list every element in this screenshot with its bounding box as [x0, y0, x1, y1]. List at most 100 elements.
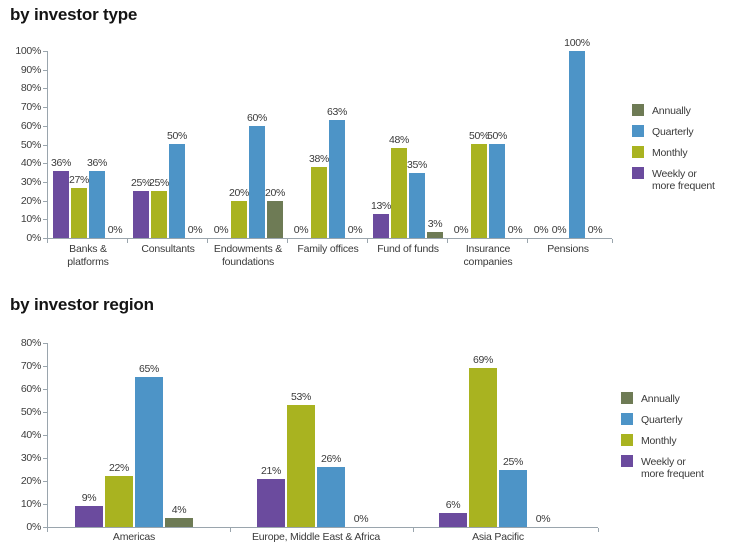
y-axis-tick: [43, 366, 47, 367]
y-tick-label: 30%: [20, 452, 41, 464]
legend-item: Quarterly: [621, 413, 704, 426]
category-label: Americas: [112, 531, 156, 543]
bar-quarterly: [489, 144, 505, 238]
y-axis-tick: [43, 389, 47, 390]
y-tick-label: 80%: [20, 82, 41, 94]
legend-item: Quarterly: [632, 125, 715, 138]
category-label: Pensions: [547, 243, 589, 255]
y-axis-line: [47, 51, 48, 239]
y-axis-tick: [43, 88, 47, 89]
legend-item: Weekly or more frequent: [632, 167, 715, 192]
y-axis-tick: [43, 163, 47, 164]
y-axis-tick: [43, 219, 47, 220]
category-label: Consultants: [141, 243, 195, 255]
bar-value-label: 27%: [68, 174, 90, 186]
y-tick-label: 40%: [20, 429, 41, 441]
bar-value-label: 0%: [587, 224, 603, 236]
bar-value-label: 4%: [171, 504, 187, 516]
category-label: Family offices: [297, 243, 359, 255]
x-axis-tick: [598, 528, 599, 532]
y-tick-label: 90%: [20, 64, 41, 76]
y-tick-label: 70%: [20, 101, 41, 113]
y-tick-label: 60%: [20, 120, 41, 132]
x-axis-tick: [230, 528, 231, 532]
x-axis-tick: [527, 239, 528, 243]
x-axis-tick: [127, 239, 128, 243]
legend-swatch-icon: [632, 104, 644, 116]
y-tick-label: 0%: [26, 521, 41, 533]
bar-value-label: 50%: [468, 130, 490, 142]
y-tick-label: 20%: [20, 195, 41, 207]
bar-annually: [267, 201, 283, 238]
legend-label: Weekly or more frequent: [652, 168, 715, 192]
bar-value-label: 0%: [507, 224, 523, 236]
legend-item: Monthly: [632, 146, 715, 159]
bar-monthly: [287, 405, 315, 527]
legend-label: Monthly: [641, 435, 677, 447]
legend: Annually Quarterly Monthly Weekly or more f…: [632, 104, 715, 192]
bar-value-label: 21%: [260, 465, 282, 477]
bar-value-label: 0%: [453, 224, 469, 236]
y-axis-tick: [43, 126, 47, 127]
legend-swatch-icon: [632, 146, 644, 158]
legend-label: Monthly: [652, 147, 688, 159]
bar-value-label: 0%: [535, 513, 551, 525]
y-tick-label: 100%: [15, 45, 41, 57]
bar-value-label: 0%: [353, 513, 369, 525]
bar-weekly-or-more-frequent: [133, 191, 149, 238]
legend-label: Quarterly: [641, 414, 683, 426]
legend-swatch-icon: [632, 125, 644, 137]
bar-quarterly: [135, 377, 163, 527]
bar-value-label: 26%: [320, 453, 342, 465]
bar-monthly: [71, 188, 87, 238]
bar-weekly-or-more-frequent: [53, 171, 69, 238]
bar-value-label: 0%: [107, 224, 123, 236]
bar-value-label: 36%: [86, 157, 108, 169]
bar-value-label: 60%: [246, 112, 268, 124]
bar-value-label: 0%: [293, 224, 309, 236]
x-axis-line: [47, 527, 598, 528]
bar-value-label: 25%: [148, 177, 170, 189]
bar-weekly-or-more-frequent: [439, 513, 467, 527]
category-label: Fund of funds: [377, 243, 439, 255]
bar-value-label: 0%: [213, 224, 229, 236]
x-axis-tick: [207, 239, 208, 243]
bar-value-label: 69%: [472, 354, 494, 366]
y-axis-tick: [43, 145, 47, 146]
y-tick-label: 70%: [20, 360, 41, 372]
bar-monthly: [151, 191, 167, 238]
y-axis-tick: [43, 435, 47, 436]
y-axis-tick: [43, 238, 47, 239]
bar-value-label: 65%: [138, 363, 160, 375]
legend-item: Annually: [632, 104, 715, 117]
y-axis-tick: [43, 527, 47, 528]
bar-value-label: 0%: [551, 224, 567, 236]
bar-value-label: 36%: [50, 157, 72, 169]
bar-value-label: 13%: [370, 200, 392, 212]
bar-value-label: 0%: [533, 224, 549, 236]
category-label: Europe, Middle East & Africa: [251, 531, 381, 543]
legend-swatch-icon: [621, 455, 633, 467]
bar-quarterly: [317, 467, 345, 527]
y-tick-label: 10%: [20, 213, 41, 225]
x-axis-tick: [447, 239, 448, 243]
bar-value-label: 25%: [502, 456, 524, 468]
legend-item: Weekly or more frequent: [621, 455, 704, 480]
y-tick-label: 40%: [20, 157, 41, 169]
bar-value-label: 35%: [406, 159, 428, 171]
bar-value-label: 3%: [427, 218, 443, 230]
y-axis-tick: [43, 343, 47, 344]
legend-item: Monthly: [621, 434, 704, 447]
y-tick-label: 10%: [20, 498, 41, 510]
chart-title-by-investor-region: by investor region: [10, 295, 154, 314]
bar-value-label: 6%: [445, 499, 461, 511]
chart-title-by-investor-type: by investor type: [10, 5, 138, 24]
bar-value-label: 48%: [388, 134, 410, 146]
x-axis-tick: [367, 239, 368, 243]
category-label: Endowments & foundations: [213, 243, 283, 268]
bar-value-label: 20%: [264, 187, 286, 199]
legend-label: Quarterly: [652, 126, 694, 138]
